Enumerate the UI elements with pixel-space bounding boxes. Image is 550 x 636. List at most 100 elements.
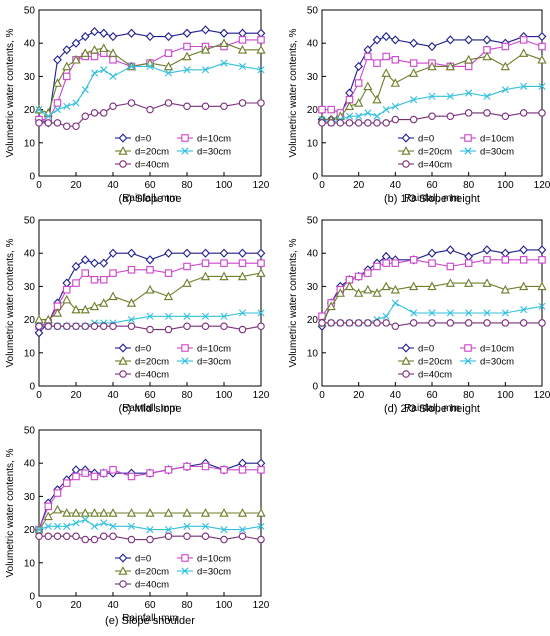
data-point	[127, 248, 136, 258]
y-tick-label: 30	[24, 282, 36, 293]
legend-item: d=40cm	[398, 370, 452, 381]
y-tick-label: 30	[24, 72, 36, 83]
y-tick-label: 50	[307, 216, 319, 227]
legend-item: d=40cm	[115, 370, 169, 381]
data-point	[182, 51, 192, 61]
x-tick-label: 20	[353, 390, 365, 401]
data-point	[257, 99, 265, 107]
x-axis-label: Rainfall, mm	[122, 613, 178, 624]
data-point	[164, 526, 173, 534]
data-point	[519, 48, 529, 57]
series-d=20cm	[34, 38, 266, 117]
legend-marker	[181, 147, 189, 155]
data-point	[100, 532, 108, 540]
data-point	[445, 245, 455, 255]
data-point	[80, 48, 90, 57]
data-point	[238, 248, 247, 258]
data-point	[80, 508, 90, 517]
data-point	[257, 322, 265, 330]
data-point	[127, 322, 136, 330]
legend-marker	[181, 567, 189, 575]
data-point	[182, 278, 192, 287]
y-tick-label: 0	[312, 172, 318, 183]
data-point	[72, 532, 80, 540]
legend-marker	[119, 370, 127, 378]
data-point	[345, 119, 354, 127]
data-point	[35, 119, 43, 127]
y-tick-label: 10	[307, 138, 319, 149]
data-point	[35, 106, 43, 114]
x-tick-label: 100	[497, 180, 514, 191]
data-point	[364, 119, 372, 127]
data-point	[372, 288, 382, 297]
data-point	[238, 466, 247, 474]
data-point	[501, 309, 509, 317]
x-tick-label: 60	[144, 390, 156, 401]
legend-item: d=0	[115, 343, 151, 355]
legend-label: d=20cm	[135, 567, 169, 578]
data-point	[164, 69, 173, 77]
data-point	[62, 322, 71, 330]
data-point	[53, 489, 62, 497]
data-point	[108, 248, 118, 258]
data-point	[72, 122, 80, 130]
data-point	[381, 281, 391, 291]
chart-panel-2: 0 20 40 60 80 100 120 0 10 20 30 40 50 Rainfall, mm Vo…	[288, 6, 550, 206]
data-point	[428, 309, 436, 317]
data-point	[464, 251, 474, 262]
legend-label: d=10cm	[480, 134, 514, 145]
data-point	[63, 522, 71, 530]
data-point	[220, 322, 228, 330]
data-point	[501, 256, 510, 264]
data-point	[381, 251, 391, 262]
legend-label: d=0	[135, 554, 151, 565]
data-point	[520, 82, 528, 90]
data-point	[428, 259, 436, 267]
data-point	[381, 68, 391, 77]
data-point	[501, 319, 510, 327]
y-axis-label: Volumetric water contents, %	[5, 28, 16, 157]
data-point	[538, 82, 546, 90]
series-d=40cm	[318, 319, 546, 330]
data-point	[364, 109, 372, 117]
data-point	[183, 532, 191, 540]
data-point	[62, 532, 71, 540]
data-point	[238, 526, 247, 534]
data-point	[90, 472, 99, 481]
data-point	[71, 261, 81, 272]
legend: d=0 d=10cm d=20cm d=30cm d=40cm	[398, 343, 514, 381]
y-tick-label: 20	[24, 525, 36, 536]
data-point	[391, 299, 399, 307]
data-point	[99, 508, 109, 517]
data-point	[318, 319, 326, 327]
series-line	[38, 518, 262, 531]
data-point	[372, 94, 382, 104]
data-point	[90, 52, 99, 61]
data-point	[99, 28, 109, 38]
data-point	[220, 526, 228, 534]
panel-caption: (b) 1/3 Slope height	[384, 193, 480, 205]
data-point	[537, 54, 547, 64]
data-point	[109, 532, 117, 540]
data-point	[90, 69, 99, 77]
legend-marker	[119, 160, 127, 168]
data-point	[238, 99, 247, 107]
data-point	[354, 319, 363, 327]
data-point	[354, 61, 364, 72]
data-point	[391, 102, 399, 110]
series-line	[39, 312, 261, 327]
data-point	[146, 105, 154, 114]
data-point	[373, 59, 381, 67]
data-point	[409, 281, 419, 291]
y-tick-label: 10	[24, 138, 36, 149]
data-point	[81, 86, 89, 94]
data-point	[381, 31, 391, 42]
data-point	[538, 42, 546, 51]
data-point	[363, 284, 373, 294]
data-point	[519, 36, 528, 44]
data-point	[44, 322, 52, 330]
data-point	[482, 278, 492, 287]
data-point	[355, 112, 363, 120]
data-point	[53, 99, 62, 107]
y-tick-label: 10	[307, 348, 319, 359]
